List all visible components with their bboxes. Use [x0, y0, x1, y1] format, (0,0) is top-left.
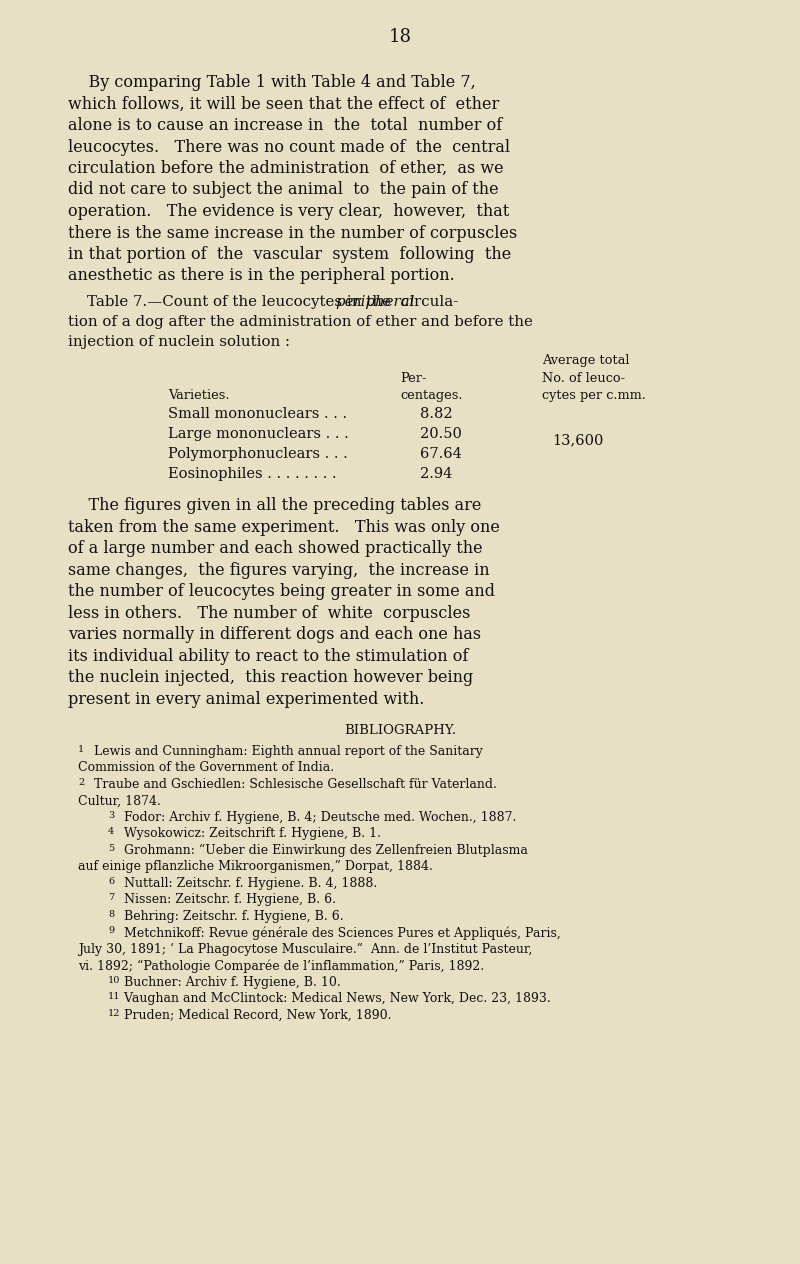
Text: present in every animal experimented with.: present in every animal experimented wit…	[68, 691, 424, 708]
Text: auf einige pflanzliche Mikroorganismen,” Dorpat, 1884.: auf einige pflanzliche Mikroorganismen,”…	[78, 861, 433, 873]
Text: Per-: Per-	[400, 372, 426, 384]
Text: cytes per c.mm.: cytes per c.mm.	[542, 389, 646, 402]
Text: Small mononuclears . . .: Small mononuclears . . .	[168, 407, 347, 421]
Text: centages.: centages.	[400, 389, 462, 402]
Text: Vaughan and McClintock: Medical News, New York, Dec. 23, 1893.: Vaughan and McClintock: Medical News, Ne…	[120, 992, 550, 1005]
Text: the nuclein injected,  this reaction however being: the nuclein injected, this reaction howe…	[68, 670, 474, 686]
Text: Grohmann: “Ueber die Einwirkung des Zellenfreien Blutplasma: Grohmann: “Ueber die Einwirkung des Zell…	[120, 844, 528, 857]
Text: 9: 9	[108, 927, 114, 935]
Text: 2: 2	[78, 777, 84, 786]
Text: circulation before the administration  of ether,  as we: circulation before the administration of…	[68, 161, 504, 177]
Text: Buchner: Archiv f. Hygiene, B. 10.: Buchner: Archiv f. Hygiene, B. 10.	[120, 976, 341, 988]
Text: leucocytes.   There was no count made of  the  central: leucocytes. There was no count made of t…	[68, 139, 510, 155]
Text: 12: 12	[108, 1009, 121, 1018]
Text: 67.64: 67.64	[420, 447, 462, 461]
Text: Commission of the Government of India.: Commission of the Government of India.	[78, 761, 334, 775]
Text: 5: 5	[108, 844, 114, 853]
Text: injection of nuclein solution :: injection of nuclein solution :	[68, 335, 290, 349]
Text: 10: 10	[108, 976, 120, 985]
Text: 11: 11	[108, 992, 121, 1001]
Text: Traube and Gschiedlen: Schlesische Gesellschaft für Vaterland.: Traube and Gschiedlen: Schlesische Gesel…	[90, 777, 497, 791]
Text: Polymorphonuclears . . .: Polymorphonuclears . . .	[168, 447, 348, 461]
Text: circula-: circula-	[396, 295, 458, 308]
Text: BIBLIOGRAPHY.: BIBLIOGRAPHY.	[344, 724, 456, 737]
Text: 3: 3	[108, 810, 114, 820]
Text: 2.94: 2.94	[420, 468, 452, 482]
Text: alone is to cause an increase in  the  total  number of: alone is to cause an increase in the tot…	[68, 118, 502, 134]
Text: of a large number and each showed practically the: of a large number and each showed practi…	[68, 541, 482, 557]
Text: there is the same increase in the number of corpuscles: there is the same increase in the number…	[68, 225, 518, 241]
Text: 1: 1	[78, 744, 84, 753]
Text: 8.82: 8.82	[420, 407, 453, 421]
Text: Pruden; Medical Record, New York, 1890.: Pruden; Medical Record, New York, 1890.	[120, 1009, 391, 1021]
Text: tion of a dog after the administration of ether and before the: tion of a dog after the administration o…	[68, 315, 533, 329]
Text: operation.   The evidence is very clear,  however,  that: operation. The evidence is very clear, h…	[68, 204, 510, 220]
Text: its individual ability to react to the stimulation of: its individual ability to react to the s…	[68, 648, 468, 665]
Text: Metchnikoff: Revue générale des Sciences Pures et Appliqués, Paris,: Metchnikoff: Revue générale des Sciences…	[120, 927, 561, 940]
Text: 8: 8	[108, 910, 114, 919]
Text: did not care to subject the animal  to  the pain of the: did not care to subject the animal to th…	[68, 182, 498, 198]
Text: By comparing Table 1 with Table 4 and Table 7,: By comparing Table 1 with Table 4 and Ta…	[68, 75, 476, 91]
Text: anesthetic as there is in the peripheral portion.: anesthetic as there is in the peripheral…	[68, 268, 454, 284]
Text: Table 7.—Count of the leucocytes in the: Table 7.—Count of the leucocytes in the	[68, 295, 396, 308]
Text: 7: 7	[108, 894, 114, 902]
Text: Wysokowicz: Zeitschrift f. Hygiene, B. 1.: Wysokowicz: Zeitschrift f. Hygiene, B. 1…	[120, 828, 381, 841]
Text: which follows, it will be seen that the effect of  ether: which follows, it will be seen that the …	[68, 96, 499, 112]
Text: Cultur, 1874.: Cultur, 1874.	[78, 794, 161, 808]
Text: in that portion of  the  vascular  system  following  the: in that portion of the vascular system f…	[68, 246, 511, 263]
Text: same changes,  the figures varying,  the increase in: same changes, the figures varying, the i…	[68, 562, 490, 579]
Text: Average total: Average total	[542, 354, 630, 367]
Text: 6: 6	[108, 877, 114, 886]
Text: Eosinophiles . . . . . . . .: Eosinophiles . . . . . . . .	[168, 468, 337, 482]
Text: 18: 18	[389, 28, 411, 46]
Text: vi. 1892; “Pathologie Comparée de l’inflammation,” Paris, 1892.: vi. 1892; “Pathologie Comparée de l’infl…	[78, 959, 484, 973]
Text: 13,600: 13,600	[552, 434, 603, 447]
Text: Lewis and Cunningham: Eighth annual report of the Sanitary: Lewis and Cunningham: Eighth annual repo…	[90, 744, 483, 758]
Text: 20.50: 20.50	[420, 427, 462, 441]
Text: Behring: Zeitschr. f. Hygiene, B. 6.: Behring: Zeitschr. f. Hygiene, B. 6.	[120, 910, 344, 923]
Text: the number of leucocytes being greater in some and: the number of leucocytes being greater i…	[68, 584, 495, 600]
Text: Large mononuclears . . .: Large mononuclears . . .	[168, 427, 349, 441]
Text: No. of leuco-: No. of leuco-	[542, 372, 625, 384]
Text: peripheral: peripheral	[335, 295, 415, 308]
Text: Nuttall: Zeitschr. f. Hygiene. B. 4, 1888.: Nuttall: Zeitschr. f. Hygiene. B. 4, 188…	[120, 877, 378, 890]
Text: taken from the same experiment.   This was only one: taken from the same experiment. This was…	[68, 520, 500, 536]
Text: Nissen: Zeitschr. f. Hygiene, B. 6.: Nissen: Zeitschr. f. Hygiene, B. 6.	[120, 894, 336, 906]
Text: July 30, 1891; ‘ La Phagocytose Musculaire.”  Ann. de l’Institut Pasteur,: July 30, 1891; ‘ La Phagocytose Musculai…	[78, 943, 532, 956]
Text: 4: 4	[108, 828, 114, 837]
Text: The figures given in all the preceding tables are: The figures given in all the preceding t…	[68, 497, 482, 514]
Text: less in others.   The number of  white  corpuscles: less in others. The number of white corp…	[68, 605, 470, 622]
Text: varies normally in different dogs and each one has: varies normally in different dogs and ea…	[68, 627, 481, 643]
Text: Varieties.: Varieties.	[168, 389, 230, 402]
Text: Fodor: Archiv f. Hygiene, B. 4; Deutsche med. Wochen., 1887.: Fodor: Archiv f. Hygiene, B. 4; Deutsche…	[120, 810, 516, 824]
